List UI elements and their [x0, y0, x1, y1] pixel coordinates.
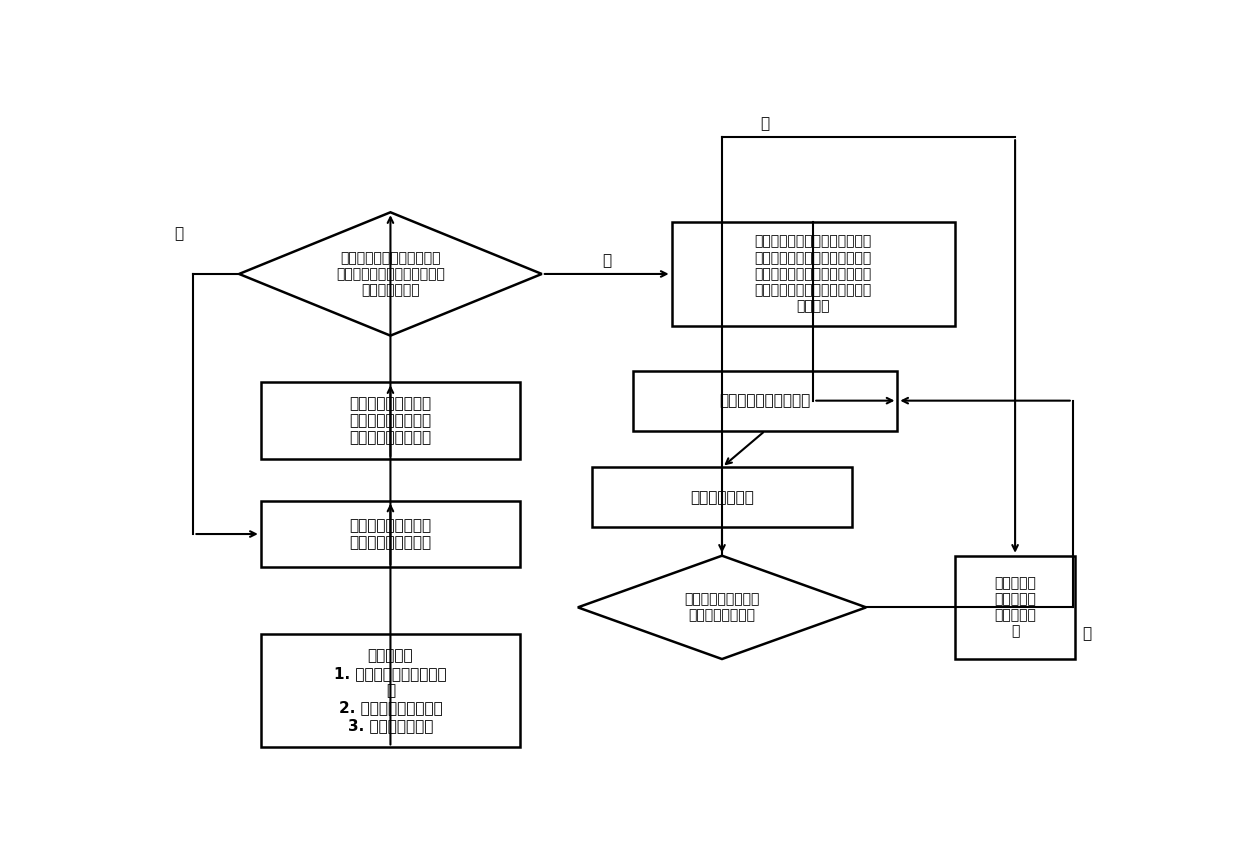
Text: 否: 否	[1083, 626, 1091, 642]
Bar	[260, 634, 521, 747]
Text: 控制器停止
驱动线圈工
作并发出警
报: 控制器停止 驱动线圈工 作并发出警 报	[994, 576, 1037, 638]
Text: 控制器对三个压电传
感器的电信号进行采
集，并转换为受力值: 控制器对三个压电传 感器的电信号进行采 集，并转换为受力值	[350, 396, 432, 446]
Text: 控制器判断三个压电传感器
所得出的受力值是否两两相差
在一定范围内？: 控制器判断三个压电传感器 所得出的受力值是否两两相差 在一定范围内？	[336, 251, 445, 297]
Text: 否: 否	[175, 226, 184, 242]
Bar	[260, 382, 521, 459]
Bar	[672, 223, 955, 326]
Text: 是: 是	[760, 116, 770, 132]
Polygon shape	[578, 556, 866, 659]
Bar	[634, 371, 898, 430]
Text: 控制器驱动负压泵工作，在吸盘
作用下使得压电传感器与待减振
件接触；控制器对直线电机的位
置锁定保持；人工对支座螺钉进
行拧紧。: 控制器驱动负压泵工作，在吸盘 作用下使得压电传感器与待减振 件接触；控制器对直线…	[755, 235, 872, 313]
Bar	[955, 556, 1075, 659]
Text: 控制器驱动直线电机
轴向伸出一小段距离: 控制器驱动直线电机 轴向伸出一小段距离	[350, 518, 432, 550]
Bar	[593, 468, 852, 527]
Text: 控制器驱动线圈工作。: 控制器驱动线圈工作。	[719, 393, 811, 408]
Bar	[260, 501, 521, 567]
Text: 是: 是	[603, 253, 611, 268]
Text: 间隔一小段时间: 间隔一小段时间	[689, 490, 754, 505]
Text: 压电传感器信号存在
过小等异常信号？: 压电传感器信号存在 过小等异常信号？	[684, 592, 760, 623]
Text: 初始状态：
1. 待减振件件处于吸盘上
侧
2. 直线电机的轴未升出
3. 支座螺钉未拧紧: 初始状态： 1. 待减振件件处于吸盘上 侧 2. 直线电机的轴未升出 3. 支座…	[334, 649, 446, 733]
Polygon shape	[239, 212, 542, 336]
